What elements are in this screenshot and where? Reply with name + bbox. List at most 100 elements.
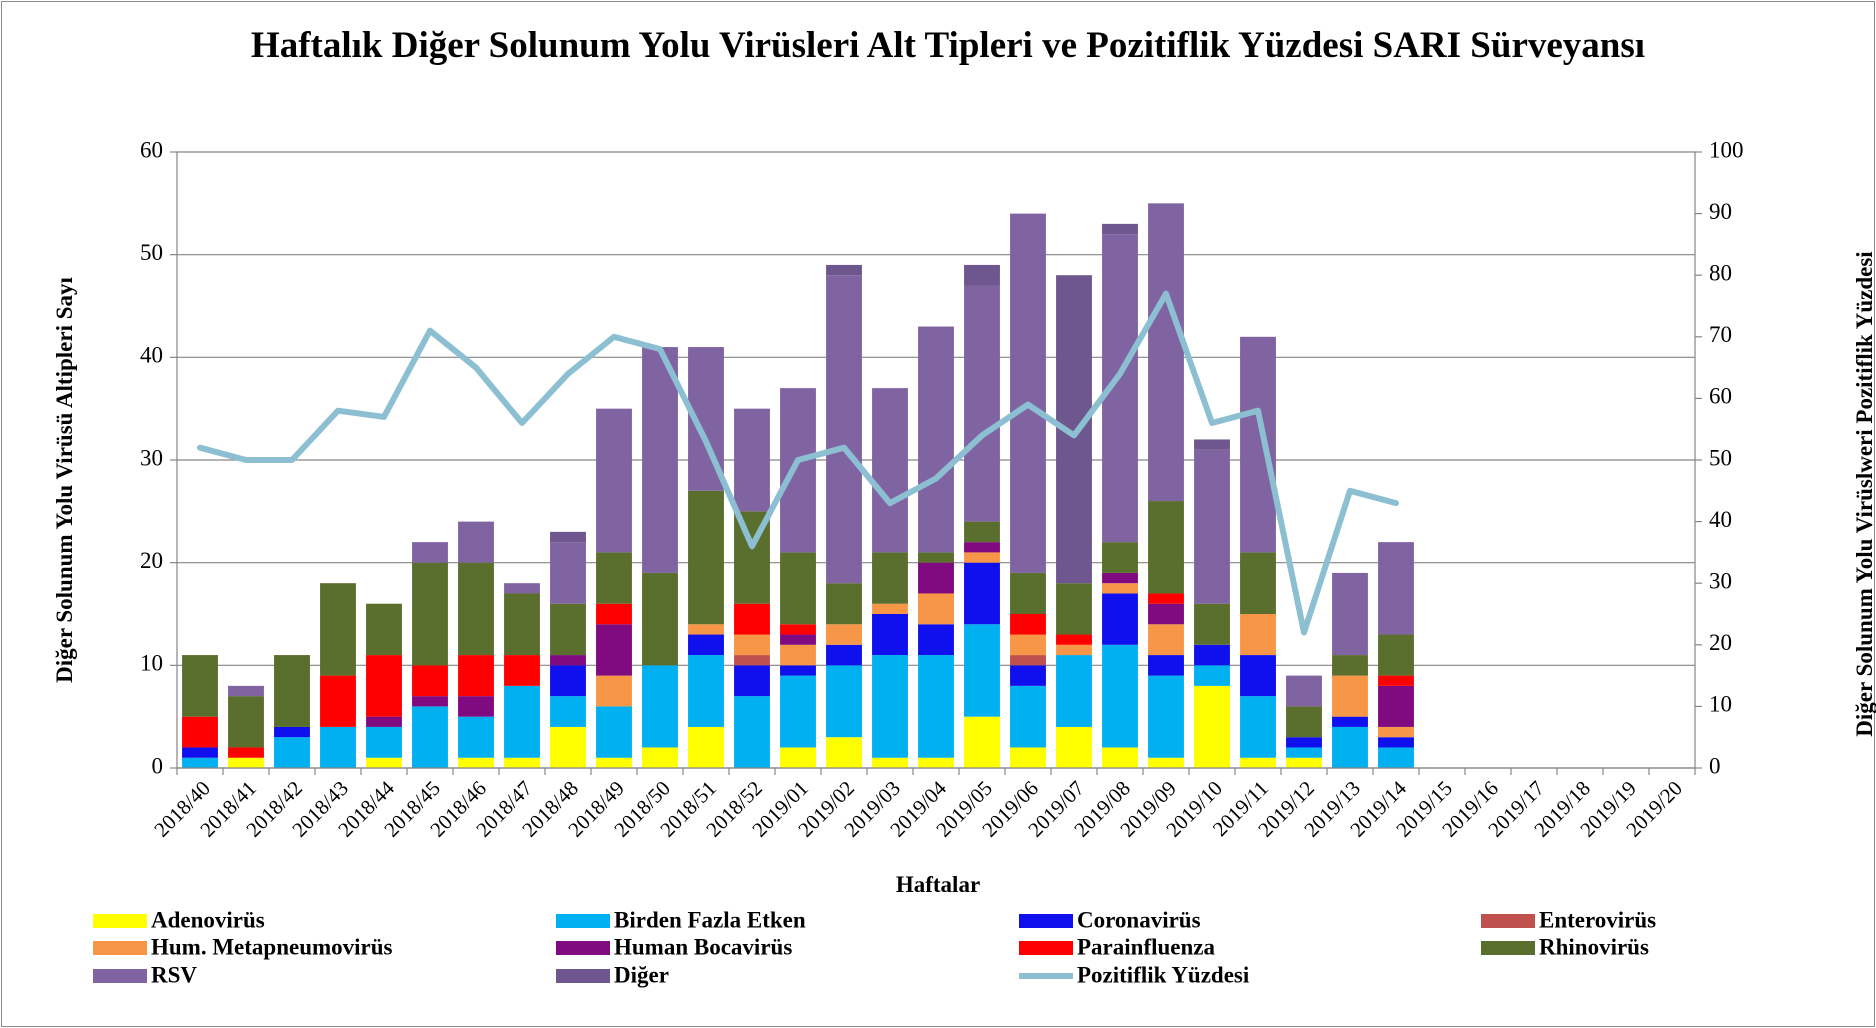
bar-segment: [688, 655, 724, 727]
bar-segment: [1240, 655, 1276, 697]
bar-segment: [458, 655, 494, 697]
bar-segment: [642, 347, 678, 573]
bar-segment: [182, 716, 218, 748]
bar-segment: [228, 757, 264, 768]
bar-segment: [826, 583, 862, 625]
bar-segment: [1378, 542, 1414, 635]
bar-segment: [688, 624, 724, 635]
bar-segment: [1102, 747, 1138, 768]
bar-segment: [872, 757, 908, 768]
bar-segment: [1056, 726, 1092, 768]
y-tick-label: 60: [140, 137, 163, 162]
bar-segment: [182, 757, 218, 768]
bar-segment: [688, 634, 724, 656]
bar-segment: [780, 644, 816, 666]
bar-segment: [964, 562, 1000, 625]
bar-segment: [320, 675, 356, 727]
bar-segment: [596, 757, 632, 768]
bar-segment: [734, 634, 770, 656]
legend-marker: [1019, 941, 1073, 955]
bar-segment: [1194, 439, 1230, 450]
bar-segment: [1010, 747, 1046, 768]
bar-segment: [1332, 675, 1368, 717]
bar-segment: [780, 388, 816, 553]
bar-segment: [596, 603, 632, 625]
bar-segment: [458, 757, 494, 768]
bar-segment: [734, 408, 770, 512]
y2-tick-label: 80: [1709, 260, 1732, 285]
bar-segment: [1148, 593, 1184, 604]
bar-segment: [504, 593, 540, 656]
bar-segment: [734, 603, 770, 635]
legend-label: Parainfluenza: [1077, 934, 1215, 959]
bar-segment: [826, 665, 862, 738]
bar-segment: [596, 624, 632, 676]
bar-segment: [780, 624, 816, 635]
bar-segment: [1286, 706, 1322, 738]
bar-segment: [1332, 572, 1368, 656]
bar-segment: [1010, 634, 1046, 656]
bar-segment: [1102, 583, 1138, 594]
bar-segment: [918, 552, 954, 563]
bar-segment: [1148, 655, 1184, 676]
bar-segment: [964, 716, 1000, 768]
bar-segment: [1286, 757, 1322, 768]
y-tick-label: 10: [140, 651, 163, 676]
y-tick-label: 50: [140, 240, 163, 265]
y-tick-label: 40: [140, 343, 163, 368]
bar-segment: [366, 726, 402, 758]
legend-label: RSV: [151, 962, 197, 987]
legend-marker: [1481, 941, 1535, 955]
bar-segment: [458, 562, 494, 656]
bar-segment: [550, 531, 586, 543]
y2-tick-label: 90: [1709, 199, 1732, 224]
bar-segment: [964, 552, 1000, 563]
bar-segment: [1056, 655, 1092, 727]
bar-segment: [734, 696, 770, 768]
bar-segment: [1010, 572, 1046, 614]
bar-segment: [366, 655, 402, 717]
bar-segment: [964, 624, 1000, 717]
bar-segment: [780, 552, 816, 625]
bar-segment: [458, 716, 494, 758]
bar-segment: [274, 726, 310, 738]
bar-segment: [1148, 757, 1184, 768]
bar-segment: [872, 603, 908, 614]
legend-label: Hum. Metapneumovirüs: [151, 934, 393, 959]
bar-segment: [780, 675, 816, 748]
y2-tick-label: 60: [1709, 384, 1732, 409]
x-axis-label: Haftalar: [895, 872, 981, 897]
bar-segment: [182, 655, 218, 717]
y2-tick-label: 20: [1709, 630, 1732, 655]
bar-segment: [1286, 747, 1322, 758]
bar-segment: [550, 655, 586, 666]
bar-segment: [366, 716, 402, 727]
bar-segment: [1102, 644, 1138, 748]
bar-segment: [596, 706, 632, 758]
bar-segment: [964, 264, 1000, 286]
bar-segment: [1332, 655, 1368, 676]
bar-segment: [550, 665, 586, 697]
bar-segment: [228, 747, 264, 758]
bar-segment: [320, 726, 356, 768]
bar-segment: [504, 583, 540, 594]
bar-segment: [412, 562, 448, 666]
bar-segment: [826, 624, 862, 645]
bar-segment: [412, 542, 448, 563]
legend-label: Human Bocavirüs: [614, 934, 792, 959]
bar-segment: [872, 655, 908, 758]
y2-tick-label: 40: [1709, 507, 1732, 532]
bar-segment: [1240, 614, 1276, 656]
y2-tick-label: 0: [1709, 753, 1721, 778]
bar-segment: [964, 521, 1000, 543]
bar-segment: [1240, 552, 1276, 614]
bar-segment: [1194, 644, 1230, 666]
legend-marker: [93, 941, 147, 955]
bar-segment: [1056, 634, 1092, 645]
bar-segment: [1148, 624, 1184, 656]
bar-segment: [550, 542, 586, 604]
bar-segment: [1148, 603, 1184, 625]
bar-segment: [1148, 501, 1184, 594]
bar-segment: [458, 521, 494, 563]
